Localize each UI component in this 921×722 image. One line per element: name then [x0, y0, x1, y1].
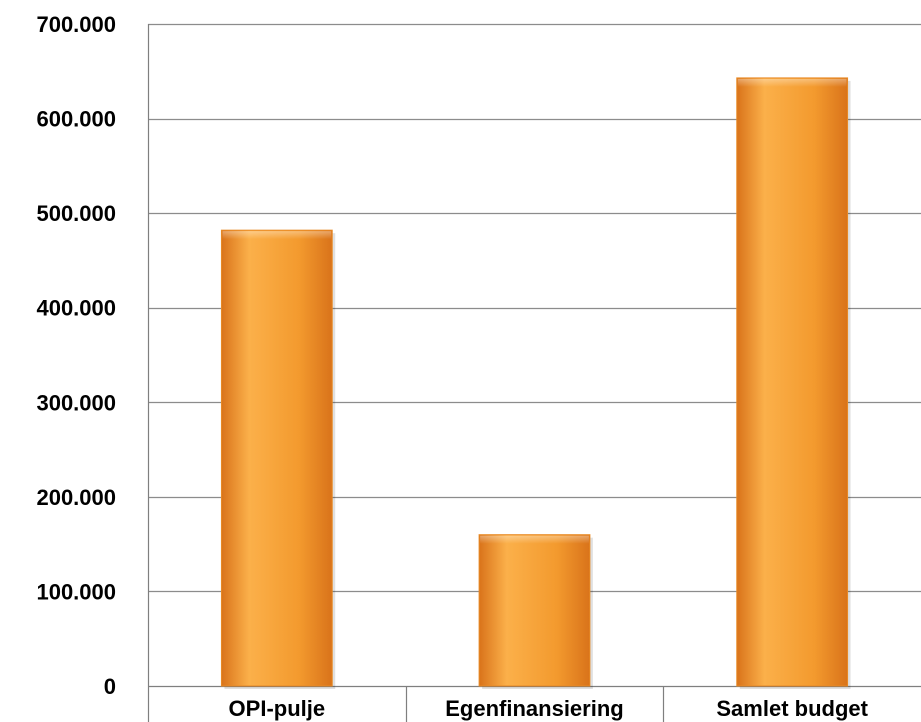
x-category-label: Samlet budget	[716, 696, 868, 721]
bar-highlight	[737, 78, 847, 87]
bar-highlight	[480, 535, 589, 544]
x-category-label: Egenfinansiering	[445, 696, 623, 721]
y-tick-label: 700.000	[36, 12, 116, 37]
y-tick-label: 600.000	[36, 107, 116, 132]
y-tick-label: 300.000	[36, 390, 116, 415]
bar	[736, 77, 849, 687]
bars	[220, 77, 851, 690]
bar	[478, 534, 591, 687]
bar-opi-pulje	[220, 229, 336, 689]
bar-samlet-budget	[736, 77, 851, 690]
y-tick-label: 200.000	[36, 485, 116, 510]
y-tick-label: 0	[104, 674, 116, 699]
x-category-label: OPI-pulje	[229, 696, 326, 721]
x-axis-category-labels: OPI-pulje Egenfinansiering Samlet budget	[229, 696, 869, 721]
bar-egenfinansiering	[478, 534, 593, 689]
bar-highlight	[222, 231, 332, 240]
bar	[220, 229, 333, 687]
y-tick-label: 400.000	[36, 296, 116, 321]
y-axis-tick-labels: 0 100.000 200.000 300.000 400.000 500.000 600.…	[36, 12, 116, 699]
y-tick-label: 100.000	[36, 579, 116, 604]
y-tick-label: 500.000	[36, 201, 116, 226]
